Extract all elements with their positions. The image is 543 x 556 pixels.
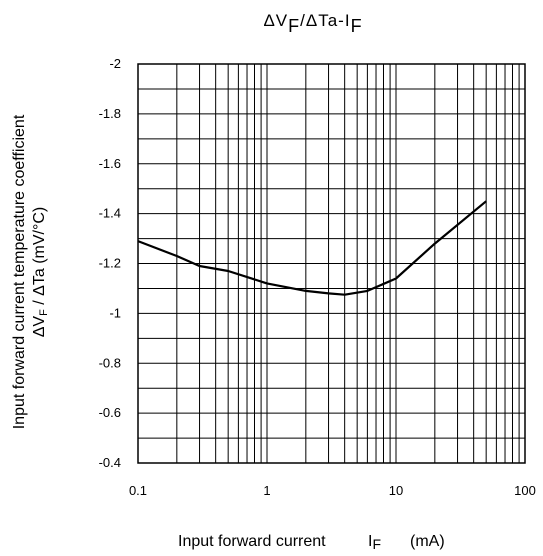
tick-labels: 0.1 1 10 100 -0.4 -0.6 -0.8 -1 -1.2 -1.4 -1.6 -1.8 -…: [99, 56, 536, 498]
chart-title: ΔVF/ΔTa-IF: [263, 11, 362, 36]
y-tick-label: -0.6: [99, 405, 121, 420]
y-axis-label: Input forward current temperature coeffi…: [11, 114, 50, 429]
y-tick-label: -1: [109, 305, 121, 320]
x-tick-label: 10: [389, 483, 403, 498]
x-axis-label: Input forward current IF (mA): [178, 533, 445, 552]
x-tick-label: 1: [263, 483, 270, 498]
plot-frame: [137, 63, 526, 464]
x-tick-label: 0.1: [129, 483, 147, 498]
grid: [137, 63, 525, 464]
y-tick-label: -0.8: [99, 355, 121, 370]
y-tick-label: -1.6: [99, 156, 121, 171]
y-tick-label: -0.4: [99, 455, 121, 470]
y-tick-label: -1.4: [99, 206, 121, 221]
series-line: [137, 200, 487, 296]
y-axis-label-line2: ΔVF / ΔTa (mV/°C): [31, 207, 50, 338]
y-tick-label: -1.2: [99, 256, 121, 271]
y-tick-label: -2: [109, 56, 121, 71]
x-tick-label: 100: [514, 483, 536, 498]
y-axis-label-line1: Input forward current temperature coeffi…: [11, 114, 28, 429]
y-tick-label: -1.8: [99, 106, 121, 121]
